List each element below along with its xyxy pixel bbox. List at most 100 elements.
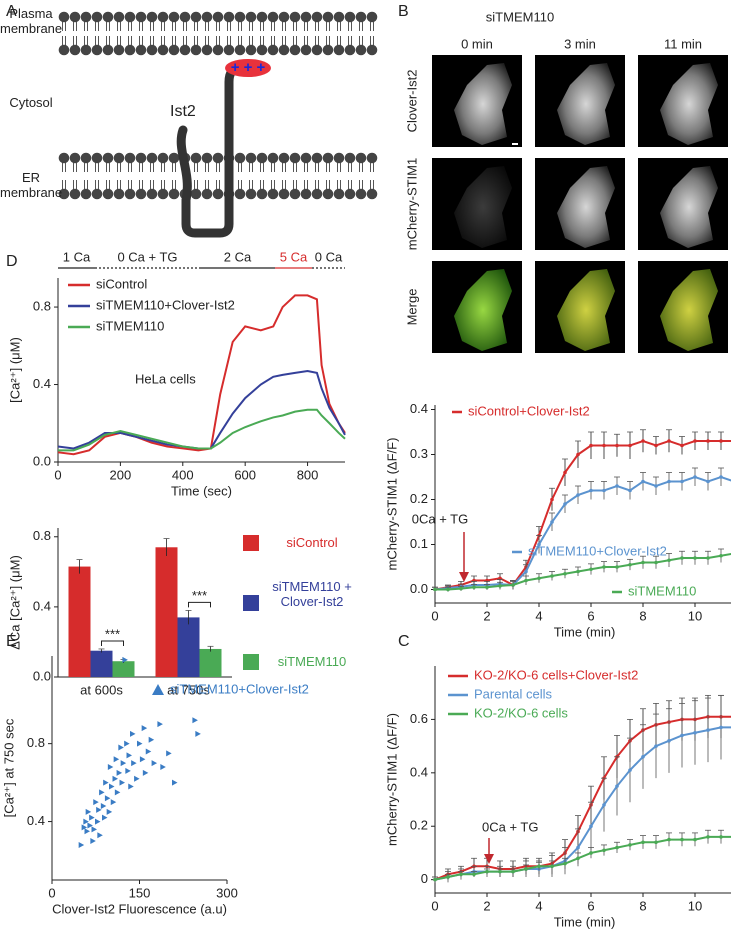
lipid-head — [91, 152, 103, 164]
x-tick-label: 2 — [483, 898, 490, 913]
point — [693, 556, 697, 560]
lipid-head — [289, 11, 301, 23]
column-label: 3 min — [564, 36, 596, 51]
point — [641, 755, 645, 759]
lipid-head — [146, 188, 158, 200]
point — [667, 558, 671, 563]
x-tick-label: 150 — [129, 885, 151, 900]
legend-label: siTMEM110+Clover-Ist2 — [528, 543, 667, 558]
x-tick-label: at 750s — [167, 682, 210, 697]
lipid-head — [322, 44, 334, 56]
point — [78, 841, 85, 848]
diagram-label-text: ER membrane — [0, 170, 62, 200]
protein-label: Ist2 — [170, 103, 196, 120]
point — [615, 845, 619, 850]
lipid-head — [245, 188, 257, 200]
lipid-head — [146, 152, 158, 164]
lipid-head — [234, 11, 246, 23]
annotation: 0Ca + TG — [412, 511, 468, 526]
point — [680, 556, 684, 560]
point — [116, 769, 123, 776]
x-tick-label: 0 — [431, 608, 438, 623]
lipid-head — [333, 188, 345, 200]
point — [680, 479, 684, 484]
point — [576, 856, 580, 861]
line — [58, 408, 346, 452]
point — [563, 470, 567, 475]
lipid-head — [333, 44, 345, 56]
x-tick-label: 800 — [297, 467, 319, 482]
point — [641, 479, 645, 484]
lipid-head — [190, 11, 202, 23]
x-tick-label: 8 — [639, 898, 646, 913]
cell — [660, 269, 718, 351]
lipid-head — [58, 11, 70, 23]
point — [537, 864, 541, 869]
point — [102, 814, 108, 821]
point — [667, 837, 671, 842]
y-axis-label: mCherry-STIM1 (ΔF/F) — [384, 713, 399, 846]
y-axis-label: [Ca²⁺] at 750 sec — [1, 718, 16, 817]
point — [172, 779, 178, 786]
point — [84, 828, 90, 835]
panel-label: A — [6, 3, 17, 20]
ist2-domain — [225, 59, 271, 77]
point — [97, 832, 103, 839]
point — [563, 861, 567, 866]
point — [667, 479, 671, 484]
lipid-head — [322, 11, 334, 23]
point — [93, 799, 99, 806]
charges: + + + — [231, 59, 266, 76]
condition-label: 2 Ca — [224, 249, 252, 264]
point — [142, 769, 149, 776]
lipid-head — [102, 152, 114, 164]
point — [693, 439, 697, 443]
y-tick-label: 0.0 — [33, 668, 51, 683]
arrow-head — [459, 572, 469, 582]
point — [654, 560, 658, 565]
lipid-head — [322, 152, 334, 164]
lipid-head — [157, 11, 169, 23]
cell — [454, 269, 512, 351]
point — [112, 775, 118, 782]
lipid-head — [135, 44, 147, 56]
annotation: HeLa cells — [135, 371, 196, 386]
legend-swatch — [243, 535, 259, 551]
diagram-label: ER membrane — [0, 170, 62, 200]
lipid-head — [256, 188, 268, 200]
lipid-head — [344, 152, 356, 164]
point — [576, 845, 580, 850]
lipid-head — [322, 188, 334, 200]
lipid-head — [278, 188, 290, 200]
point — [134, 775, 140, 782]
x-tick-label: 200 — [110, 467, 132, 482]
lipid-head — [168, 11, 180, 23]
point — [433, 877, 437, 882]
cell — [557, 63, 615, 145]
label: siTMEM110 — [277, 654, 347, 669]
panel-label: D — [6, 253, 18, 270]
x-tick-label: 2 — [483, 608, 490, 623]
point — [130, 730, 136, 737]
lipid-head — [366, 11, 378, 23]
bar — [90, 650, 113, 677]
point — [706, 479, 710, 484]
point — [103, 779, 109, 786]
lipid-head — [311, 44, 323, 56]
x-tick-label: 300 — [216, 885, 238, 900]
y-axis-label: ΔCa [Ca²⁺] (μM) — [7, 555, 22, 650]
point — [719, 439, 723, 443]
lipid-head — [201, 188, 213, 200]
y-tick-label: 0.4 — [33, 376, 51, 391]
x-axis-label: Time (min) — [554, 914, 616, 929]
panel-label: C — [398, 633, 410, 650]
point — [563, 571, 567, 576]
lipid-head — [69, 152, 81, 164]
lipid-head — [344, 11, 356, 23]
point — [160, 764, 166, 771]
lipid-head — [300, 152, 312, 164]
cell — [660, 63, 718, 145]
lipid-head — [102, 11, 114, 23]
lipid-head — [245, 44, 257, 56]
label: siTMEM110 + Clover-Ist2 — [272, 579, 352, 609]
